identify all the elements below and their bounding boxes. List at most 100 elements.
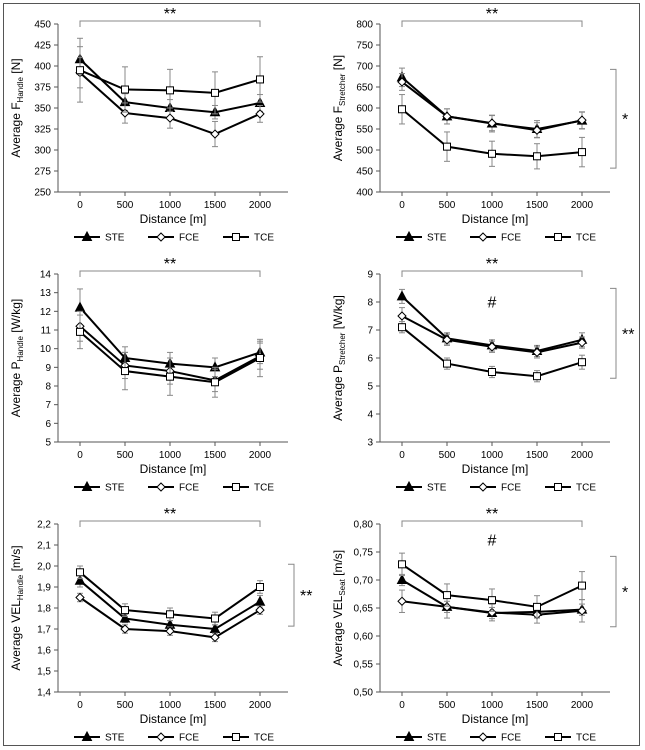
x-tick-label: 2000 [571,200,594,211]
significance-right-label: ** [300,588,312,605]
x-axis-label: Distance [m] [140,712,207,726]
data-point-2 [166,372,174,381]
x-tick-label: 0 [77,700,83,711]
data-point-2 [488,596,496,605]
y-tick-label: 2,1 [37,541,51,552]
y-axis-label: Average VELSeat [m/s] [331,550,347,666]
data-point-legend [478,232,488,242]
data-point-3 [211,88,219,97]
legend-item-fce: FCE [470,732,521,744]
y-tick-label: 0,50 [354,688,374,699]
x-tick-label: 1000 [481,700,504,711]
legend-item-tce: TCE [223,733,274,744]
data-point-legend [156,732,166,742]
y-tick-label: 0,65 [354,604,374,615]
x-tick-label: 1000 [159,200,182,211]
y-tick-label: 700 [356,62,373,73]
figure-frame [3,3,640,746]
data-point-legend [232,483,240,491]
y-tick-label: 13 [40,288,52,299]
legend-label: FCE [179,483,199,494]
y-tick-label: 9 [367,270,373,281]
legend-item-tce: TCE [545,733,596,744]
x-tick-label: 500 [439,700,456,711]
series-fce [397,307,587,359]
y-tick-label: 7 [367,326,373,337]
data-point-1 [443,591,451,600]
significance-top-label: ** [486,256,498,273]
significance-bracket-right [610,68,617,169]
panel-f: 0,50 0,55 0,60 0,65 0,70 0,75 0,80 0 500 1000 1500… [322,500,644,750]
data-point-0 [397,311,407,321]
series-fce [397,73,587,139]
panel-d: 3 4 5 6 7 8 9 0 500 1000 1500 2000 Distance [m] Avera… [322,250,644,500]
data-point-0 [76,568,84,577]
legend-label: STE [105,733,125,744]
y-axis-label: Average PStretcher [W/kg] [331,295,347,421]
x-tick-label: 2000 [249,200,272,211]
data-point-1 [442,602,452,612]
data-point-3 [532,347,542,358]
data-point-legend [232,733,240,741]
legend-item-tce: TCE [223,233,274,244]
data-point-2 [166,86,174,95]
x-axis-label: Distance [m] [462,462,529,476]
y-tick-label: 9 [45,363,51,374]
x-tick-label: 1500 [526,200,549,211]
y-axis-label: Average FHandle [N] [9,58,25,157]
y-tick-label: 300 [34,146,51,157]
y-axis-label-main: Average F [331,106,345,161]
x-tick-label: 500 [439,450,456,461]
y-tick-label: 600 [356,104,373,115]
y-tick-label: 0,75 [354,548,374,559]
x-tick-label: 500 [117,450,134,461]
data-point-legend [478,482,488,492]
y-axis-label-unit: [W/kg] [9,299,23,336]
data-point-0 [396,573,408,584]
x-tick-label: 2000 [249,700,272,711]
significance-bracket-top [79,270,261,277]
legend-label: TCE [254,733,274,744]
data-point-0 [74,301,86,312]
y-tick-label: 6 [367,354,373,365]
x-axis-label: Distance [m] [462,212,529,226]
significance-bracket-right [610,287,617,379]
data-point-3 [533,152,541,161]
x-tick-label: 1500 [204,450,227,461]
y-tick-label: 425 [34,41,51,52]
y-axis-label-main: Average P [331,365,345,421]
data-point-1 [443,142,451,151]
y-axis-label-unit: [m/s] [331,550,345,579]
y-axis-label-unit: [m/s] [9,545,23,574]
data-point-legend [554,733,562,741]
legend-label: TCE [254,233,274,244]
y-tick-label: 550 [356,125,373,136]
y-tick-label: 0,60 [354,632,374,643]
annotation-hash: # [488,532,497,549]
legend-item-tce: TCE [223,483,274,494]
significance-bracket-right [610,555,617,628]
legend-label: TCE [254,483,274,494]
y-tick-label: 11 [41,326,52,337]
legend-label: STE [427,733,447,744]
data-point-0 [75,592,85,603]
data-point-4 [578,148,586,157]
data-point-legend [232,233,240,241]
data-point-0 [398,105,406,114]
significance-bracket-right [288,563,295,627]
legend-item-fce: FCE [148,732,199,744]
y-tick-label: 8 [367,298,373,309]
x-axis-label: Distance [m] [140,212,207,226]
series-ste [74,573,266,634]
y-tick-label: 375 [34,83,51,94]
y-tick-label: 14 [40,270,52,281]
legend-item-ste: STE [74,230,125,244]
data-point-3 [211,378,219,387]
x-tick-label: 0 [77,200,83,211]
y-tick-label: 450 [34,20,51,31]
data-point-1 [443,359,451,368]
y-tick-label: 275 [34,167,51,178]
data-point-legend [156,232,166,242]
x-tick-label: 500 [439,200,456,211]
x-tick-label: 1000 [481,450,504,461]
